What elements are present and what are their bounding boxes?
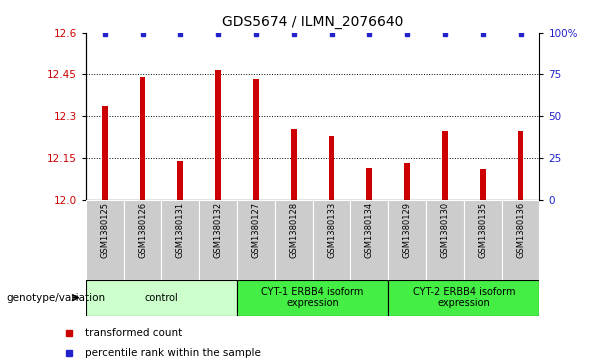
Bar [102, 106, 107, 200]
Text: GSM1380129: GSM1380129 [403, 202, 412, 258]
Bar [178, 161, 183, 200]
Text: GSM1380126: GSM1380126 [138, 202, 147, 258]
Bar [313, 200, 351, 280]
Bar [215, 70, 221, 200]
Bar [426, 200, 464, 280]
Text: percentile rank within the sample: percentile rank within the sample [85, 348, 261, 358]
Bar [351, 200, 388, 280]
Bar [388, 280, 539, 316]
Text: GSM1380131: GSM1380131 [176, 202, 185, 258]
Text: GSM1380128: GSM1380128 [289, 202, 299, 258]
Bar [253, 79, 259, 200]
Bar [329, 136, 334, 200]
Text: GSM1380136: GSM1380136 [516, 202, 525, 258]
Bar [405, 163, 410, 200]
Text: control: control [145, 293, 178, 303]
Bar [86, 200, 124, 280]
Text: GSM1380133: GSM1380133 [327, 202, 336, 258]
Bar [442, 131, 447, 200]
Bar [237, 280, 388, 316]
Bar [199, 200, 237, 280]
Bar [291, 129, 297, 200]
Text: GSM1380134: GSM1380134 [365, 202, 374, 258]
Text: GSM1380127: GSM1380127 [251, 202, 261, 258]
Bar [464, 200, 501, 280]
Text: genotype/variation: genotype/variation [6, 293, 105, 303]
Text: transformed count: transformed count [85, 328, 182, 338]
Bar [86, 280, 237, 316]
Text: GSM1380135: GSM1380135 [478, 202, 487, 258]
Bar [501, 200, 539, 280]
Bar [161, 200, 199, 280]
Text: GSM1380130: GSM1380130 [440, 202, 449, 258]
Bar [275, 200, 313, 280]
Text: GSM1380125: GSM1380125 [100, 202, 109, 258]
Title: GDS5674 / ILMN_2076640: GDS5674 / ILMN_2076640 [222, 15, 403, 29]
Bar [388, 200, 426, 280]
Bar [480, 169, 485, 200]
Bar [518, 131, 524, 200]
Text: CYT-2 ERBB4 isoform
expression: CYT-2 ERBB4 isoform expression [413, 287, 515, 309]
Bar [124, 200, 161, 280]
Bar [237, 200, 275, 280]
Bar [367, 168, 372, 200]
Text: CYT-1 ERBB4 isoform
expression: CYT-1 ERBB4 isoform expression [261, 287, 364, 309]
Text: GSM1380132: GSM1380132 [213, 202, 223, 258]
Bar [140, 77, 145, 200]
